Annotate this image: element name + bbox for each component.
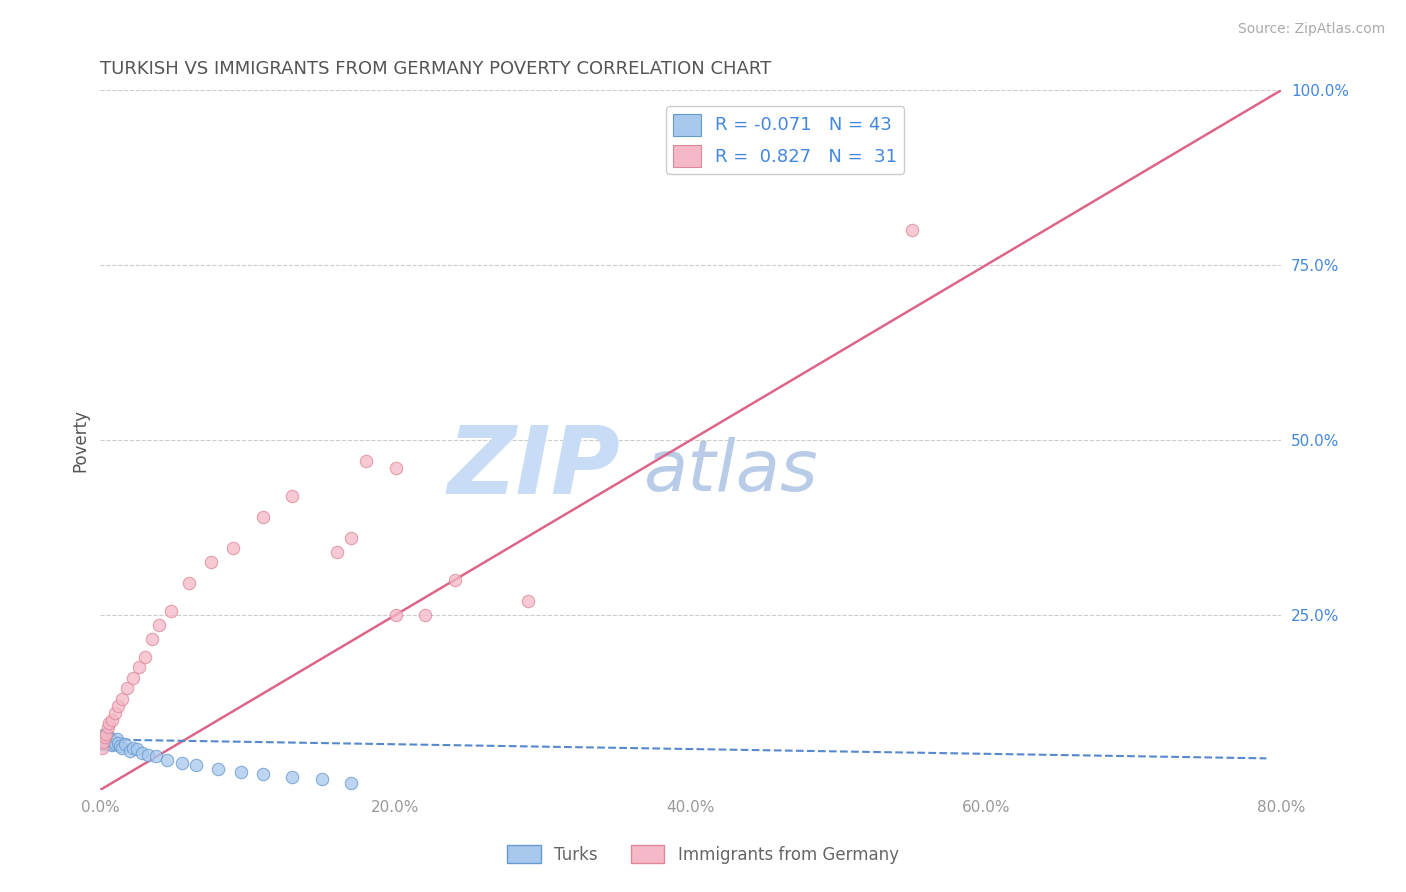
Point bbox=[94, 731, 117, 745]
Point bbox=[340, 776, 363, 790]
Point bbox=[103, 735, 125, 749]
Point bbox=[96, 727, 118, 741]
Point bbox=[101, 713, 124, 727]
Point bbox=[177, 576, 200, 591]
Point bbox=[104, 737, 127, 751]
Point bbox=[186, 758, 208, 772]
Point bbox=[111, 692, 134, 706]
Point bbox=[97, 734, 120, 748]
Point bbox=[96, 727, 118, 741]
Point bbox=[90, 731, 112, 745]
Point bbox=[94, 734, 117, 748]
Legend: Turks, Immigrants from Germany: Turks, Immigrants from Germany bbox=[501, 838, 905, 871]
Point bbox=[311, 772, 333, 787]
Point bbox=[114, 737, 136, 751]
Text: TURKISH VS IMMIGRANTS FROM GERMANY POVERTY CORRELATION CHART: TURKISH VS IMMIGRANTS FROM GERMANY POVER… bbox=[100, 60, 772, 78]
Point bbox=[90, 734, 112, 748]
Point bbox=[136, 747, 159, 762]
Text: atlas: atlas bbox=[644, 437, 818, 506]
Point bbox=[443, 573, 465, 587]
Point bbox=[91, 732, 114, 747]
Point bbox=[104, 706, 127, 720]
Point bbox=[97, 720, 120, 734]
Point bbox=[127, 742, 149, 756]
Point bbox=[94, 737, 117, 751]
Point bbox=[156, 754, 179, 768]
Point bbox=[901, 223, 924, 237]
Point bbox=[340, 531, 363, 545]
Point bbox=[90, 740, 112, 755]
Point bbox=[115, 681, 138, 696]
Point bbox=[91, 735, 114, 749]
Point bbox=[252, 510, 274, 524]
Point bbox=[98, 731, 121, 745]
Legend: R = -0.071   N = 43, R =  0.827   N =  31: R = -0.071 N = 43, R = 0.827 N = 31 bbox=[666, 106, 904, 174]
Point bbox=[229, 765, 252, 780]
Point bbox=[354, 454, 377, 468]
Point bbox=[128, 660, 150, 674]
Point bbox=[98, 716, 121, 731]
Point bbox=[91, 728, 114, 742]
Point bbox=[325, 545, 347, 559]
Point bbox=[101, 738, 124, 752]
Point bbox=[145, 749, 167, 764]
Point bbox=[97, 737, 120, 751]
Point bbox=[160, 604, 183, 618]
Point bbox=[222, 541, 245, 556]
Point bbox=[100, 732, 122, 747]
Point bbox=[170, 756, 193, 771]
Point bbox=[107, 736, 129, 750]
Point bbox=[108, 739, 131, 753]
Point bbox=[118, 744, 141, 758]
Point bbox=[281, 489, 304, 503]
Point bbox=[105, 732, 128, 747]
Point bbox=[200, 556, 222, 570]
Point bbox=[121, 740, 143, 755]
Point bbox=[384, 461, 406, 475]
Point bbox=[384, 607, 406, 622]
Point bbox=[281, 770, 304, 784]
Point bbox=[107, 698, 129, 713]
Point bbox=[207, 762, 229, 776]
Y-axis label: Poverty: Poverty bbox=[72, 409, 89, 472]
Point bbox=[252, 767, 274, 781]
Point bbox=[90, 737, 112, 751]
Point bbox=[96, 731, 118, 746]
Point bbox=[111, 740, 134, 755]
Text: ZIP: ZIP bbox=[447, 422, 620, 514]
Point bbox=[517, 594, 540, 608]
Point bbox=[131, 747, 153, 761]
Point bbox=[121, 671, 143, 685]
Point bbox=[91, 735, 114, 749]
Point bbox=[97, 731, 120, 745]
Point bbox=[101, 734, 124, 748]
Point bbox=[96, 735, 118, 749]
Text: Source: ZipAtlas.com: Source: ZipAtlas.com bbox=[1237, 22, 1385, 37]
Point bbox=[141, 632, 163, 647]
Point bbox=[413, 607, 436, 622]
Point bbox=[100, 737, 122, 751]
Point bbox=[94, 731, 117, 745]
Point bbox=[134, 649, 156, 664]
Point bbox=[98, 735, 121, 749]
Point bbox=[148, 618, 170, 632]
